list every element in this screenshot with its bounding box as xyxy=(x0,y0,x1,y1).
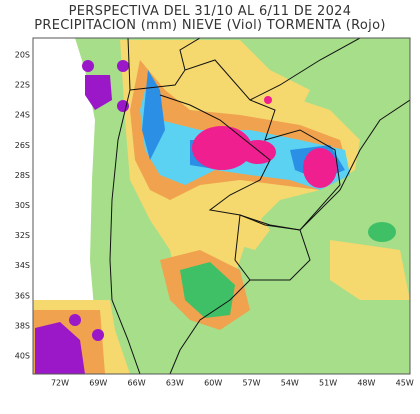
longitude-label: 48W xyxy=(357,379,375,388)
latitude-label: 30S xyxy=(15,201,30,210)
latitude-label: 36S xyxy=(15,291,30,300)
latitude-label: 28S xyxy=(15,171,30,180)
precipitation-field xyxy=(33,38,410,374)
latitude-label: 32S xyxy=(15,231,30,240)
longitude-label: 66W xyxy=(128,379,146,388)
latitude-label: 24S xyxy=(15,111,30,120)
longitude-label: 51W xyxy=(319,379,337,388)
latitude-label: 26S xyxy=(15,141,30,150)
latitude-label: 38S xyxy=(15,321,30,330)
latitude-label: 40S xyxy=(15,352,30,361)
title-line: PERSPECTIVA DEL 31/10 AL 6/11 DE 2024 xyxy=(69,4,352,19)
latitude-labels: 20S 22S 24S 26S 28S 30S 32S 34S 36S 38S 40S xyxy=(15,51,30,361)
latitude-label: 20S xyxy=(15,51,30,60)
longitude-label: 72W xyxy=(51,379,69,388)
latitude-label: 34S xyxy=(15,261,30,270)
title-line: PRECIPITACION (mm) NIEVE (Viol) TORMENTA… xyxy=(34,18,385,33)
longitude-label: 54W xyxy=(281,379,299,388)
longitude-label: 45W xyxy=(396,379,414,388)
longitude-label: 57W xyxy=(242,379,260,388)
latitude-label: 22S xyxy=(15,81,30,90)
longitude-label: 60W xyxy=(204,379,222,388)
longitude-label: 63W xyxy=(166,379,184,388)
longitude-label: 69W xyxy=(89,379,107,388)
longitude-labels: 72W 69W 66W 63W 60W 57W 54W 51W 48W 45W xyxy=(51,379,414,388)
